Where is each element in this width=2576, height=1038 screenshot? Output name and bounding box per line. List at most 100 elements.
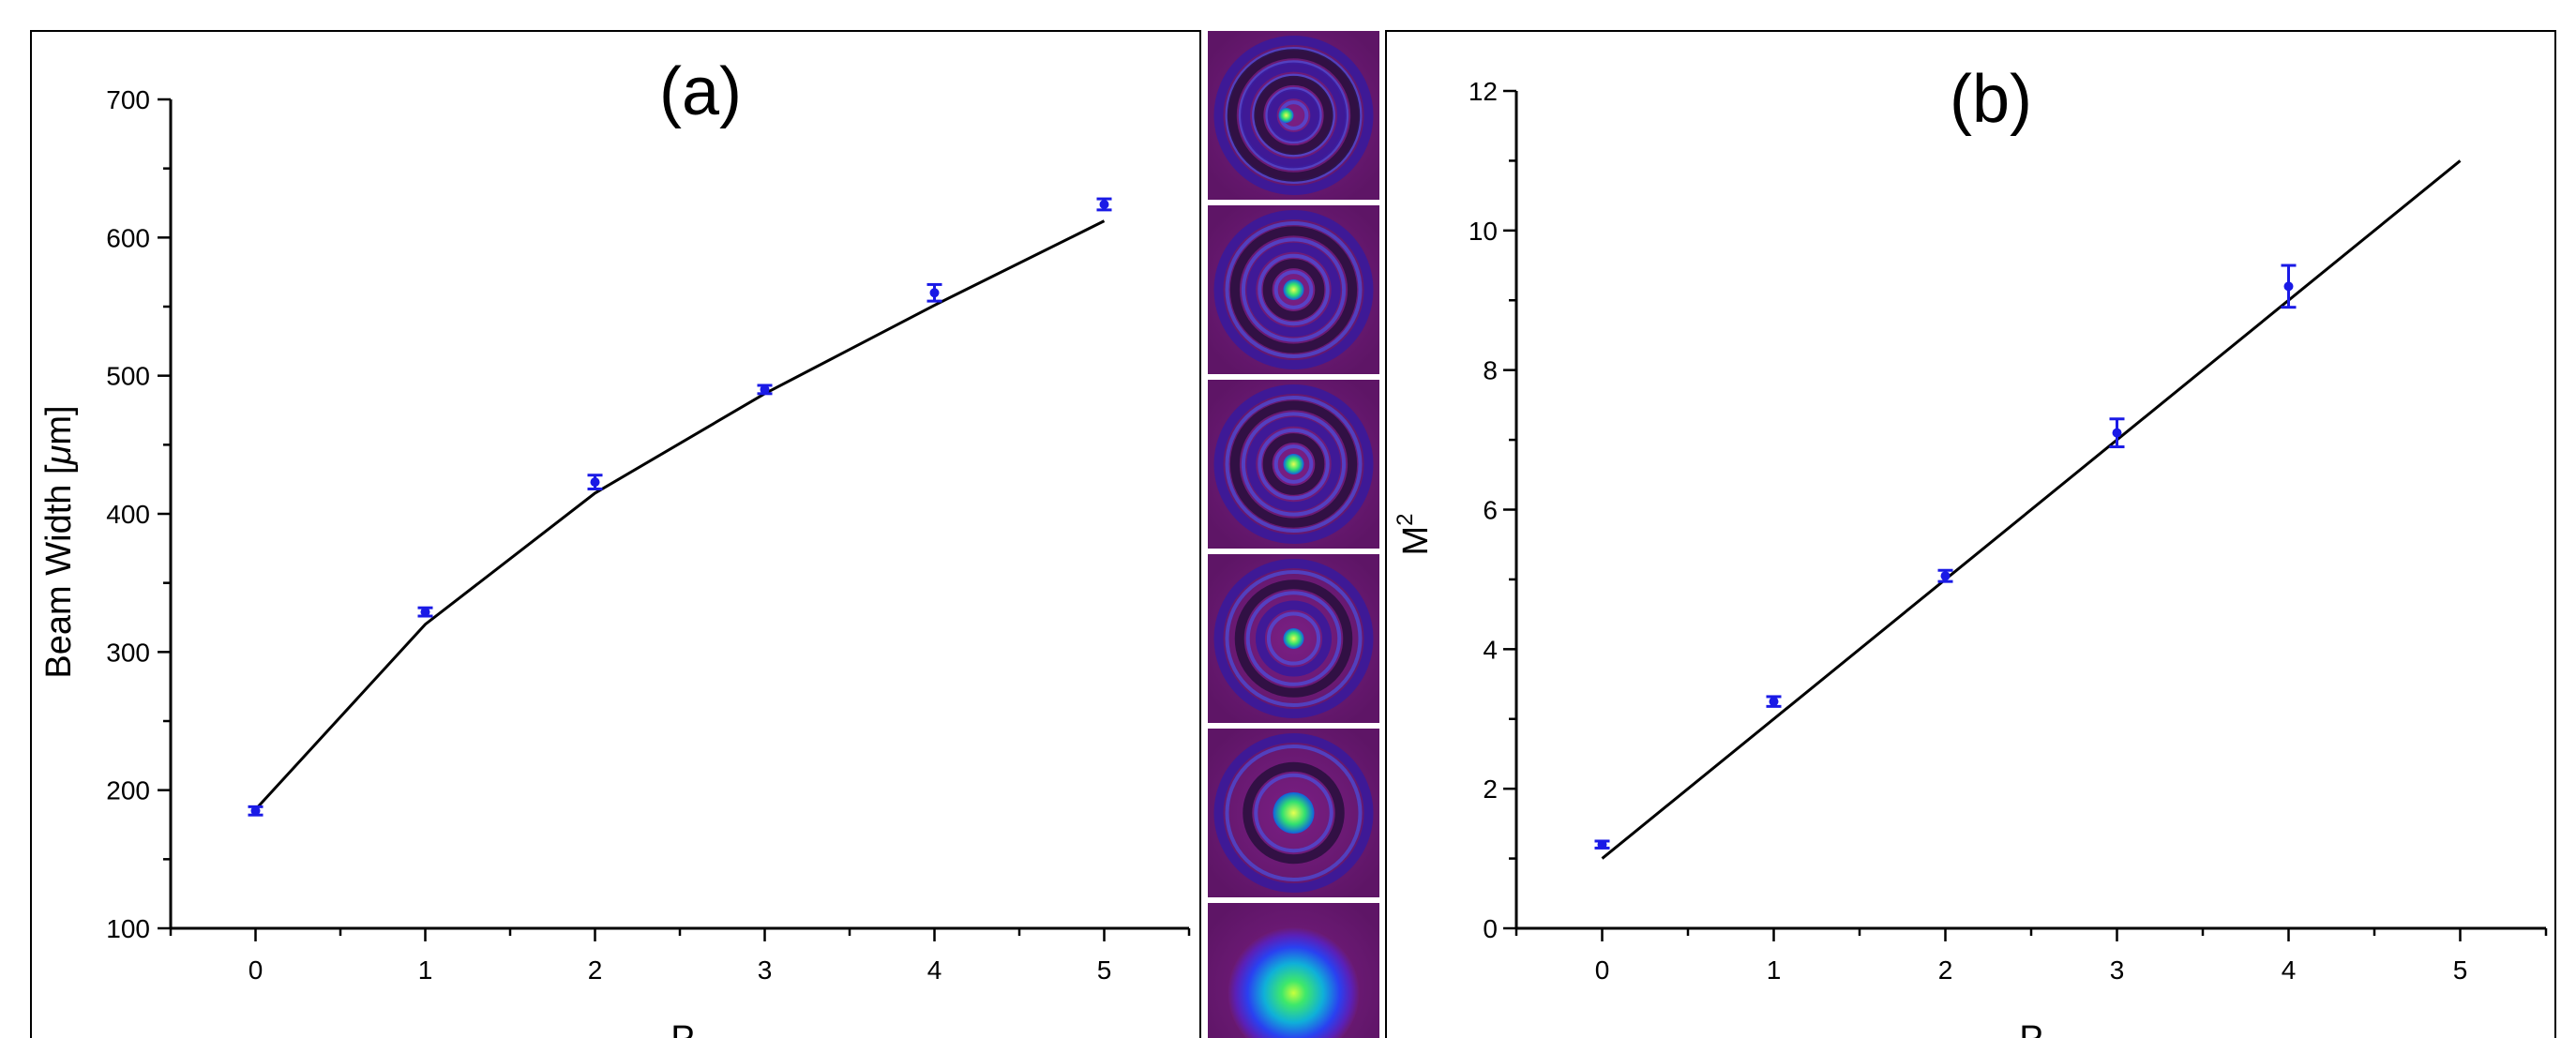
beam-profile-image (1208, 380, 1379, 549)
beam-ring-bright (1241, 237, 1347, 342)
panel-b-fit-group (1601, 159, 2462, 860)
beam-ring-bright (1265, 86, 1322, 144)
data-point (929, 288, 940, 298)
x-tick-label: 3 (2110, 955, 2125, 985)
data-point-group (2109, 417, 2125, 449)
x-tick-label: 5 (2453, 955, 2468, 985)
panel-a-frame (30, 30, 1201, 1038)
x-tick-label: 2 (588, 955, 603, 985)
y-tick-label: 12 (1469, 77, 1498, 106)
data-point-group (2281, 263, 2297, 309)
beam-ring-bright (1225, 221, 1363, 358)
panel-b-x-axis-title: P (2019, 1019, 2042, 1038)
beam-ring (1267, 89, 1320, 142)
y-tick-label: 600 (106, 223, 150, 252)
panel-a-x-axis-title: P (670, 1019, 694, 1038)
beam-profile-image (1208, 729, 1379, 897)
beam-ring-bright (1266, 611, 1321, 666)
fit-line (1601, 159, 2462, 860)
data-point (1099, 199, 1109, 209)
beam-ring (1255, 600, 1333, 677)
x-tick-label: 5 (1097, 955, 1112, 985)
y-tick-label: 500 (106, 362, 150, 391)
beam-ring-bright (1225, 47, 1363, 184)
beam-core (1273, 792, 1315, 834)
beam-profile-image (1208, 554, 1379, 723)
panel-b-points (1594, 263, 2297, 850)
beam-ring-bright (1258, 428, 1330, 501)
beam-ring (1246, 416, 1341, 512)
x-tick-label: 0 (249, 955, 264, 985)
beam-ring-bright (1258, 253, 1330, 326)
data-point (590, 477, 600, 488)
beam-profile-image (1208, 205, 1379, 374)
x-tick-label: 4 (2282, 955, 2297, 985)
y-tick-label: 0 (1483, 914, 1498, 943)
data-point-group (248, 805, 264, 817)
y-tick-label: 6 (1483, 496, 1498, 525)
panel-a-points (248, 197, 1112, 817)
beam-ring-bright (1225, 396, 1363, 533)
beam-profile-image (1208, 903, 1379, 1038)
beam-ring (1213, 559, 1374, 718)
beam-ring (1213, 210, 1374, 369)
y-tick-label: 10 (1469, 217, 1498, 246)
beam-core (1278, 108, 1294, 123)
data-point (2283, 281, 2294, 292)
data-point (1940, 571, 1951, 581)
beam-ring (1234, 579, 1353, 698)
x-tick-label: 4 (927, 955, 942, 985)
beam-spot (1228, 927, 1360, 1038)
panel-a-y-title-suffix: m] (39, 405, 79, 444)
beam-ring (1254, 75, 1333, 156)
beam-ring (1229, 226, 1358, 354)
panel-b-y-title-sup: 2 (1393, 513, 1418, 525)
panel-b-y-title-m: M (1396, 526, 1436, 556)
beam-ring (1213, 36, 1374, 195)
data-point-group (1766, 695, 1782, 708)
beam-ring-bright (1245, 591, 1342, 686)
panel-a-y-title-mu: μ (39, 444, 79, 465)
beam-ring-bright (1273, 270, 1314, 309)
data-point-group (757, 384, 773, 396)
beam-ring (1227, 49, 1361, 182)
x-tick-label: 1 (418, 955, 433, 985)
fit-line (254, 219, 1106, 811)
beam-ring-bright (1254, 773, 1333, 853)
y-tick-label: 200 (106, 776, 150, 805)
beam-ring-bright (1225, 745, 1363, 881)
data-point (250, 805, 261, 816)
beam-ring (1243, 761, 1345, 865)
x-tick-label: 3 (758, 955, 773, 985)
data-point (2112, 428, 2122, 438)
data-point (420, 607, 430, 617)
panel-a-y-axis-title: Beam Width [μm] (39, 405, 79, 678)
data-point-group (926, 282, 942, 303)
beam-ring (1229, 400, 1358, 528)
y-tick-label: 2 (1483, 775, 1498, 804)
data-point (760, 384, 770, 395)
panel-b-label: (b) (1950, 62, 2032, 137)
beam-ring-bright (1252, 73, 1335, 158)
panel-a-label: (a) (659, 54, 742, 129)
beam-profile-strip (1208, 31, 1379, 1038)
beam-core (1283, 454, 1304, 474)
panel-a-beam-width-chart: (a) 0 1 2 3 4 5 100 200 300 400 500 600 700 Beam Wid… (30, 30, 1201, 1038)
y-tick-label: 700 (106, 85, 150, 114)
beam-ring-bright (1273, 444, 1314, 484)
y-tick-label: 4 (1483, 635, 1498, 664)
beam-ring-bright (1238, 60, 1349, 171)
beam-ring (1262, 433, 1325, 495)
data-point-group (1937, 568, 1953, 583)
beam-ring (1213, 733, 1374, 893)
beam-ring-bright (1241, 412, 1347, 517)
x-tick-label: 2 (1938, 955, 1953, 985)
y-tick-label: 400 (106, 500, 150, 529)
beam-core (1283, 279, 1304, 300)
beam-ring (1262, 259, 1325, 321)
panel-a-fit-group (254, 219, 1106, 811)
y-tick-label: 100 (106, 914, 150, 943)
